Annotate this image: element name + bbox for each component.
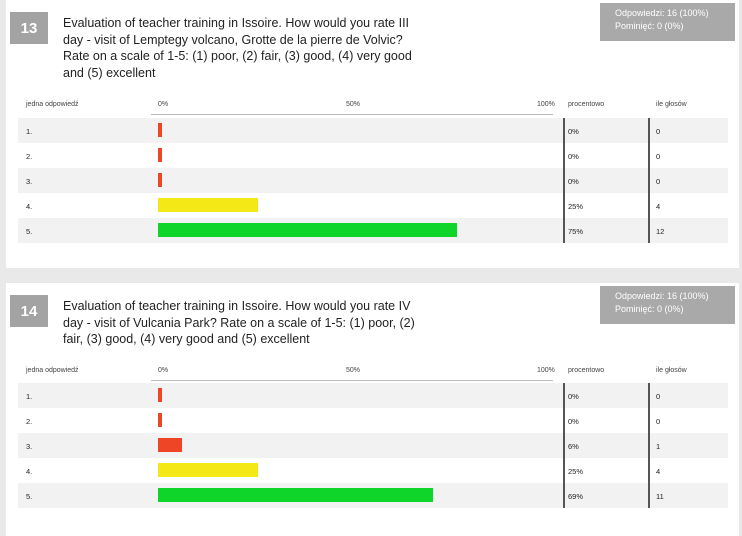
header-scale-100: 100% — [537, 101, 555, 108]
column-separator — [648, 118, 650, 143]
column-separator — [648, 408, 650, 433]
header-scale-50: 50% — [346, 367, 361, 374]
answer-label: 1. — [26, 392, 33, 401]
answer-label: 5. — [26, 227, 33, 236]
percent-value: 0% — [568, 417, 579, 426]
answer-label: 5. — [26, 492, 33, 501]
scale-axis-line — [151, 114, 553, 115]
percent-value: 0% — [568, 127, 579, 136]
result-row: 2. 0% 0 — [18, 408, 728, 433]
column-separator — [563, 193, 565, 218]
result-bar — [158, 413, 162, 427]
skipped-count: Pominięć: 0 (0%) — [615, 21, 684, 31]
percent-value: 0% — [568, 392, 579, 401]
column-separator — [563, 143, 565, 168]
answered-count: Odpowiedzi: 16 (100%) — [615, 291, 709, 301]
header-scale-0: 0% — [158, 367, 169, 374]
response-stats-box: Odpowiedzi: 16 (100%) Pominięć: 0 (0%) — [600, 3, 735, 41]
result-row: 4. 25% 4 — [18, 193, 728, 218]
column-separator — [563, 458, 565, 483]
answer-label: 4. — [26, 467, 33, 476]
header-votes: ile głosów — [656, 101, 687, 108]
votes-value: 1 — [656, 442, 661, 451]
column-separator — [563, 118, 565, 143]
column-separator — [563, 383, 565, 408]
votes-value: 0 — [656, 127, 661, 136]
question-card: 13 Evaluation of teacher training in Iss… — [6, 0, 739, 268]
result-row: 2. 0% 0 — [18, 143, 728, 168]
column-separator — [648, 143, 650, 168]
results-table-header: jedna odpowiedź 0% 50% 100% procentowo i… — [18, 362, 728, 382]
result-bar — [158, 388, 162, 402]
result-bar — [158, 223, 457, 237]
results-table-header: jedna odpowiedź 0% 50% 100% procentowo i… — [18, 96, 728, 116]
column-separator — [648, 433, 650, 458]
percent-value: 75% — [568, 227, 584, 236]
question-title: Evaluation of teacher training in Issoir… — [63, 299, 415, 346]
result-bar — [158, 438, 182, 452]
result-bar — [158, 173, 162, 187]
votes-value: 0 — [656, 177, 661, 186]
column-separator — [648, 168, 650, 193]
percent-value: 25% — [568, 467, 584, 476]
column-separator — [648, 483, 650, 508]
answer-label: 3. — [26, 442, 33, 451]
header-answer: jedna odpowiedź — [26, 367, 79, 374]
answer-label: 2. — [26, 417, 33, 426]
answer-label: 4. — [26, 202, 33, 211]
percent-value: 0% — [568, 177, 579, 186]
answer-label: 3. — [26, 177, 33, 186]
column-separator — [648, 383, 650, 408]
column-separator — [563, 483, 565, 508]
header-votes: ile głosów — [656, 367, 687, 374]
skipped-count: Pominięć: 0 (0%) — [615, 304, 684, 314]
column-separator — [563, 168, 565, 193]
percent-value: 25% — [568, 202, 584, 211]
column-separator — [563, 218, 565, 243]
result-row: 1. 0% 0 — [18, 118, 728, 143]
percent-value: 69% — [568, 492, 584, 501]
answered-count: Odpowiedzi: 16 (100%) — [615, 8, 709, 18]
votes-value: 4 — [656, 202, 661, 211]
header-scale-100: 100% — [537, 367, 555, 374]
header-scale-50: 50% — [346, 101, 361, 108]
result-row: 5. 75% 12 — [18, 218, 728, 243]
result-bar — [158, 123, 162, 137]
response-stats-box: Odpowiedzi: 16 (100%) Pominięć: 0 (0%) — [600, 286, 735, 324]
scale-axis-line — [151, 380, 553, 381]
votes-value: 11 — [656, 492, 664, 501]
header-percent: procentowo — [568, 367, 605, 374]
question-number-badge: 14 — [10, 295, 48, 327]
answer-label: 2. — [26, 152, 33, 161]
result-row: 5. 69% 11 — [18, 483, 728, 508]
header-scale-0: 0% — [158, 101, 169, 108]
result-bar — [158, 488, 433, 502]
result-bar — [158, 148, 162, 162]
question-title: Evaluation of teacher training in Issoir… — [63, 16, 412, 80]
header-answer: jedna odpowiedź — [26, 101, 79, 108]
column-separator — [648, 193, 650, 218]
result-bar — [158, 198, 258, 212]
result-row: 1. 0% 0 — [18, 383, 728, 408]
header-percent: procentowo — [568, 101, 605, 108]
column-separator — [563, 408, 565, 433]
result-row: 3. 0% 0 — [18, 168, 728, 193]
votes-value: 0 — [656, 392, 661, 401]
votes-value: 12 — [656, 227, 665, 236]
votes-value: 4 — [656, 467, 661, 476]
result-row: 3. 6% 1 — [18, 433, 728, 458]
question-number-badge: 13 — [10, 12, 48, 44]
votes-value: 0 — [656, 152, 661, 161]
column-separator — [648, 218, 650, 243]
percent-value: 6% — [568, 442, 579, 451]
result-bar — [158, 463, 258, 477]
question-card: 14 Evaluation of teacher training in Iss… — [6, 283, 739, 536]
answer-label: 1. — [26, 127, 33, 136]
result-row: 4. 25% 4 — [18, 458, 728, 483]
column-separator — [648, 458, 650, 483]
votes-value: 0 — [656, 417, 661, 426]
column-separator — [563, 433, 565, 458]
percent-value: 0% — [568, 152, 579, 161]
